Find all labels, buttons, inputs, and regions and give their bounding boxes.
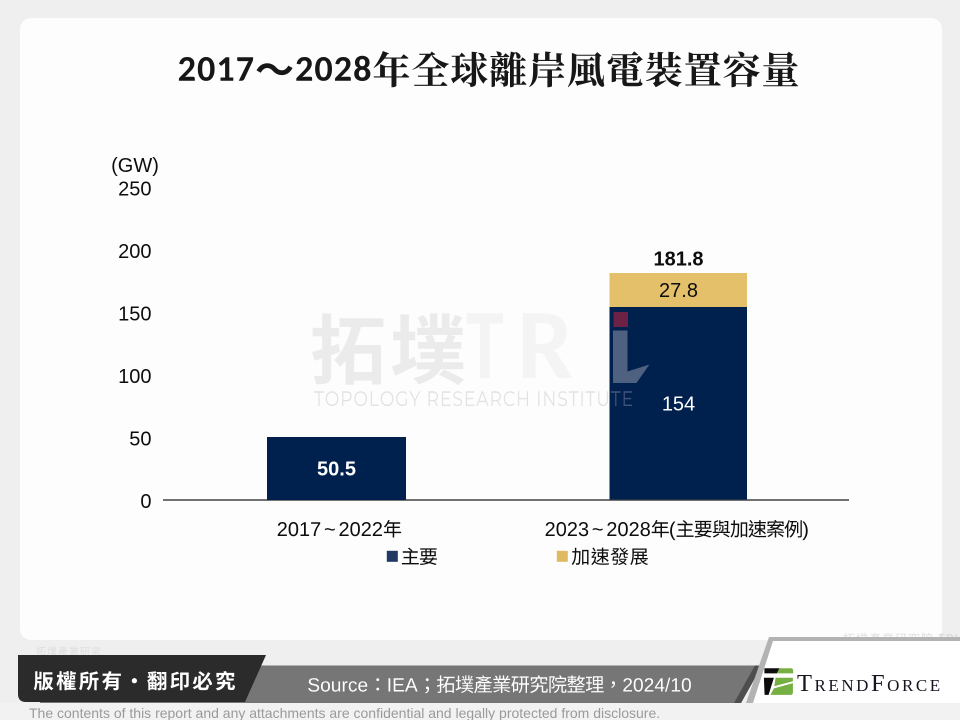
svg-text:(GW): (GW) [111,155,159,177]
svg-text:50: 50 [129,429,151,451]
svg-text:250: 250 [118,179,151,201]
svg-text:27.8: 27.8 [659,280,698,302]
svg-text:TrendForce: TrendForce [797,670,943,697]
svg-text:181.8: 181.8 [653,249,703,271]
svg-text:200: 200 [118,241,151,263]
svg-text:154: 154 [662,394,695,416]
svg-text:0: 0 [140,491,151,513]
svg-text:150: 150 [118,304,151,326]
svg-text:100: 100 [118,366,151,388]
svg-text:50.5: 50.5 [317,459,356,481]
